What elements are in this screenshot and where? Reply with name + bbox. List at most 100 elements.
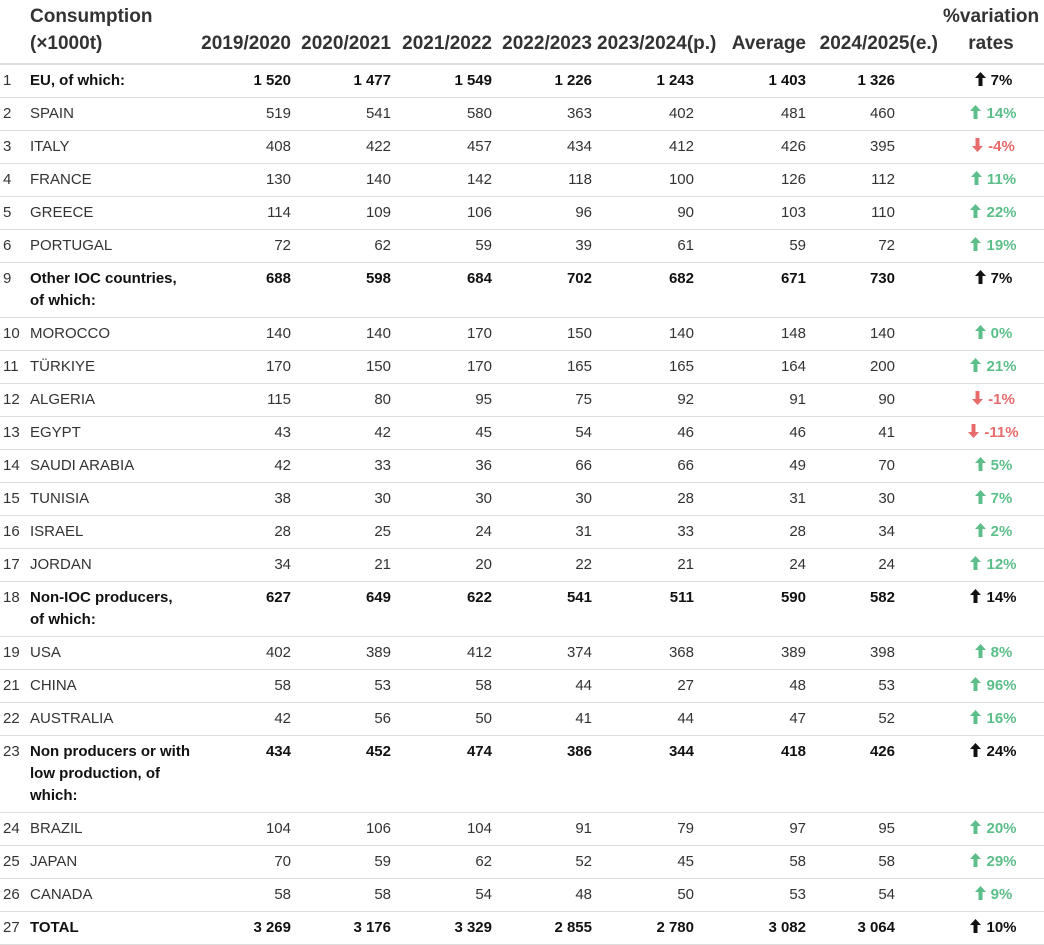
cell-average: 481	[699, 97, 811, 131]
cell-2022-2023: 31	[497, 515, 597, 549]
variation-value: 12%	[986, 556, 1017, 573]
cell-2023-2024: 100	[597, 163, 699, 197]
table-row: 1 EU, of which: 1 520 1 477 1 549 1 226 1 243 1…	[0, 64, 1044, 98]
variation-value: 5%	[990, 457, 1013, 474]
table-row: 16 ISRAEL 28 25 24 31 33 28 34 2%	[0, 515, 1044, 549]
row-index: 19	[0, 636, 26, 670]
row-name: Non-IOC producers, of which:	[26, 581, 195, 637]
cell-average: 53	[699, 878, 811, 912]
cell-2020-2021: 140	[296, 317, 396, 351]
row-index: 18	[0, 581, 26, 637]
cell-2023-2024: 28	[597, 482, 699, 516]
cell-2019-2020: 34	[195, 548, 296, 582]
table-row: 6 PORTUGAL 72 62 59 39 61 59 72 19%	[0, 229, 1044, 263]
arrow-up-icon	[974, 884, 986, 906]
cell-2024-2025: 3 064	[811, 911, 943, 945]
cell-2021-2022: 45	[396, 416, 497, 450]
arrow-up-icon	[970, 356, 982, 378]
cell-2022-2023: 363	[497, 97, 597, 131]
cell-2019-2020: 70	[195, 845, 296, 879]
cell-variation: 12%	[943, 548, 1044, 582]
cell-2021-2022: 30	[396, 482, 497, 516]
cell-2020-2021: 649	[296, 581, 396, 637]
cell-2019-2020: 58	[195, 878, 296, 912]
row-name: SAUDI ARABIA	[26, 449, 195, 483]
cell-2021-2022: 412	[396, 636, 497, 670]
arrow-up-icon	[974, 488, 986, 510]
cell-variation: 16%	[943, 702, 1044, 736]
cell-2019-2020: 170	[195, 350, 296, 384]
cell-2024-2025: 582	[811, 581, 943, 637]
cell-2020-2021: 541	[296, 97, 396, 131]
cell-2023-2024: 92	[597, 383, 699, 417]
cell-2021-2022: 170	[396, 317, 497, 351]
variation-value: 20%	[986, 820, 1017, 837]
cell-2024-2025: 112	[811, 163, 943, 197]
cell-2022-2023: 165	[497, 350, 597, 384]
cell-2021-2022: 24	[396, 515, 497, 549]
header-2020-2021: 2020/2021	[296, 0, 396, 65]
cell-2022-2023: 374	[497, 636, 597, 670]
cell-2024-2025: 95	[811, 812, 943, 846]
row-index: 10	[0, 317, 26, 351]
table-row: 19 USA 402 389 412 374 368 389 398 8%	[0, 636, 1044, 670]
cell-average: 1 403	[699, 64, 811, 98]
arrow-up-icon	[970, 554, 982, 576]
cell-2020-2021: 56	[296, 702, 396, 736]
row-name: GREECE	[26, 196, 195, 230]
cell-2020-2021: 1 477	[296, 64, 396, 98]
row-index: 6	[0, 229, 26, 263]
cell-2022-2023: 39	[497, 229, 597, 263]
cell-2021-2022: 170	[396, 350, 497, 384]
cell-2022-2023: 75	[497, 383, 597, 417]
cell-2019-2020: 130	[195, 163, 296, 197]
variation-value: -4%	[988, 138, 1015, 155]
table-row: 25 JAPAN 70 59 62 52 45 58 58 29%	[0, 845, 1044, 879]
cell-2022-2023: 22	[497, 548, 597, 582]
arrow-up-icon	[970, 917, 982, 939]
arrow-up-icon	[970, 818, 982, 840]
variation-value: 9%	[990, 886, 1013, 903]
row-name: FRANCE	[26, 163, 195, 197]
cell-variation: 21%	[943, 350, 1044, 384]
header-2019-2020: 2019/2020	[195, 0, 296, 65]
cell-average: 3 082	[699, 911, 811, 945]
cell-variation: 96%	[943, 669, 1044, 703]
cell-variation: 0%	[943, 317, 1044, 351]
cell-2020-2021: 42	[296, 416, 396, 450]
cell-variation: 10%	[943, 911, 1044, 945]
cell-2022-2023: 118	[497, 163, 597, 197]
cell-variation: 9%	[943, 878, 1044, 912]
cell-average: 59	[699, 229, 811, 263]
row-name: PORTUGAL	[26, 229, 195, 263]
cell-2020-2021: 106	[296, 812, 396, 846]
cell-2023-2024: 46	[597, 416, 699, 450]
row-name: CANADA	[26, 878, 195, 912]
cell-2024-2025: 54	[811, 878, 943, 912]
cell-2022-2023: 386	[497, 735, 597, 813]
arrow-down-icon	[972, 136, 984, 158]
cell-2023-2024: 412	[597, 130, 699, 164]
cell-2023-2024: 511	[597, 581, 699, 637]
cell-2021-2022: 622	[396, 581, 497, 637]
cell-2022-2023: 150	[497, 317, 597, 351]
cell-2019-2020: 42	[195, 449, 296, 483]
cell-2024-2025: 70	[811, 449, 943, 483]
cell-2019-2020: 688	[195, 262, 296, 318]
row-index: 21	[0, 669, 26, 703]
cell-2022-2023: 1 226	[497, 64, 597, 98]
table-row: 23 Non producers or with low production, …	[0, 735, 1044, 813]
header-consumption: Consumption (×1000t)	[26, 0, 195, 65]
cell-2024-2025: 52	[811, 702, 943, 736]
cell-average: 91	[699, 383, 811, 417]
cell-2020-2021: 53	[296, 669, 396, 703]
cell-2024-2025: 110	[811, 196, 943, 230]
cell-2021-2022: 474	[396, 735, 497, 813]
row-name: EGYPT	[26, 416, 195, 450]
cell-2023-2024: 44	[597, 702, 699, 736]
table-row: 13 EGYPT 43 42 45 54 46 46 41 -11%	[0, 416, 1044, 450]
cell-average: 148	[699, 317, 811, 351]
cell-2019-2020: 408	[195, 130, 296, 164]
cell-2020-2021: 62	[296, 229, 396, 263]
cell-variation: -11%	[943, 416, 1044, 450]
